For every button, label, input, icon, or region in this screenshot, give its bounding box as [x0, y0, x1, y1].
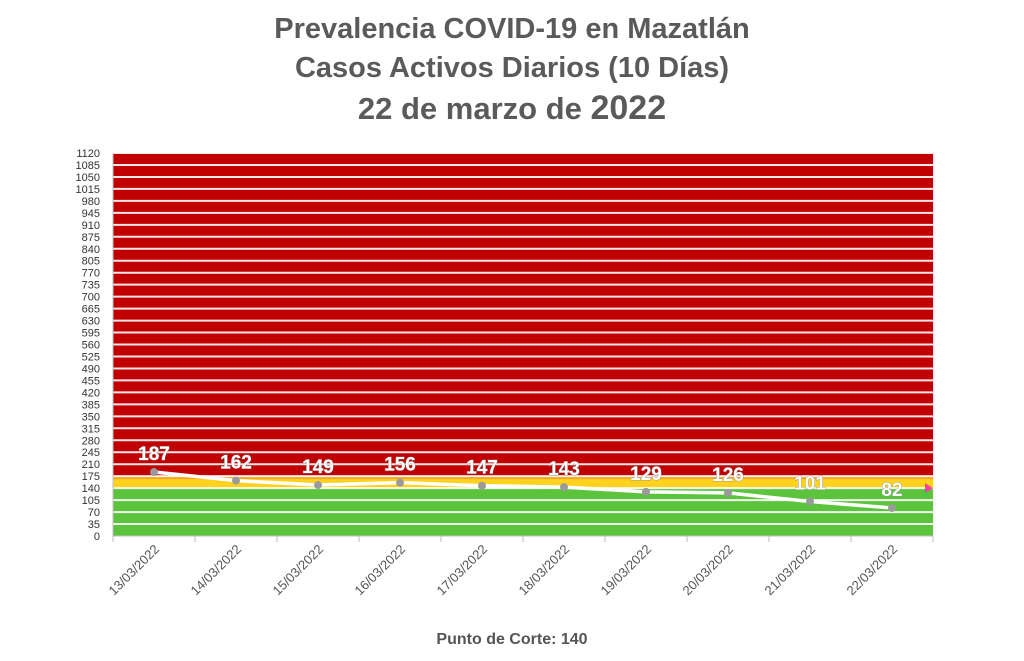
x-tick-label: 20/03/2022: [679, 542, 736, 599]
zone-red: [113, 153, 933, 477]
y-tick-label: 350: [82, 411, 100, 423]
y-tick-label: 735: [82, 280, 100, 292]
series-line: [153, 470, 893, 510]
x-tick-label: 15/03/2022: [269, 542, 326, 599]
y-tick-label: 525: [82, 351, 100, 363]
y-tick-label: 280: [82, 435, 100, 447]
x-tick-label: 21/03/2022: [761, 542, 818, 599]
y-tick-label: 770: [82, 268, 100, 280]
zone-orange-edge: [113, 476, 933, 480]
y-tick-label: 315: [82, 423, 100, 435]
data-point: [314, 481, 322, 490]
x-tick-label: 22/03/2022: [843, 542, 900, 599]
data-point: [150, 468, 158, 477]
y-tick-label: 175: [82, 471, 100, 483]
data-label: 143: [548, 459, 580, 480]
y-tick-label: 980: [82, 196, 100, 208]
data-point: [642, 487, 650, 496]
title-line-2: Casos Activos Diarios (10 Días): [294, 52, 730, 84]
data-point: [232, 476, 240, 485]
y-tick-label: 385: [82, 399, 100, 411]
data-point: [888, 503, 896, 512]
data-label: 126: [712, 465, 744, 486]
y-tick-label: 910: [82, 220, 100, 232]
data-point: [724, 488, 732, 497]
y-tick-label: 1120: [76, 148, 100, 160]
y-tick-label: 840: [82, 244, 100, 256]
zone-yellow: [113, 476, 933, 489]
x-tick-label: 19/03/2022: [597, 542, 654, 599]
data-label: 149: [302, 457, 334, 478]
y-tick-label: 700: [82, 292, 100, 304]
y-tick-label: 805: [82, 256, 100, 268]
data-point: [478, 481, 486, 490]
data-point: [560, 483, 568, 492]
x-tick-label: 14/03/2022: [187, 542, 244, 599]
y-tick-label: 210: [82, 459, 100, 471]
data-point: [396, 478, 404, 487]
data-label: 101: [794, 473, 826, 494]
y-tick-label: 0: [94, 531, 100, 543]
y-tick-label: 875: [82, 232, 100, 244]
title-line-3: 22 de marzo de 2022: [0, 88, 1024, 129]
cutoff-marker: [925, 483, 933, 494]
y-tick-label: 1050: [76, 172, 100, 184]
y-tick-label: 1015: [76, 184, 100, 196]
x-tick-label: 16/03/2022: [351, 542, 408, 599]
y-tick-label: 245: [82, 447, 100, 459]
y-tick-label: 1085: [76, 160, 100, 172]
data-label: 82: [881, 480, 902, 501]
x-tick-label: 13/03/2022: [105, 542, 162, 599]
title-date: 22 de marzo de: [357, 91, 591, 126]
data-label: 156: [384, 455, 416, 476]
title-year: 2022: [590, 89, 667, 127]
data-label: 129: [630, 464, 662, 485]
data-point: [806, 497, 814, 506]
y-tick-label: 945: [82, 208, 100, 220]
x-tick-label: 17/03/2022: [433, 542, 490, 599]
y-tick-label: 140: [82, 483, 100, 495]
y-tick-label: 420: [82, 387, 100, 399]
cutoff-caption: Punto de Corte: 140: [436, 631, 588, 648]
data-label: 162: [220, 453, 252, 474]
chart-title: Prevalencia COVID-19 en Mazatlán Casos A…: [0, 10, 1024, 129]
y-tick-label: 665: [82, 304, 100, 316]
data-label: 187: [138, 444, 170, 465]
data-label: 147: [466, 458, 498, 479]
y-tick-label: 595: [82, 328, 100, 340]
y-tick-label: 35: [88, 519, 100, 531]
y-tick-label: 490: [82, 363, 100, 375]
x-tick-label: 18/03/2022: [515, 542, 572, 599]
title-line-1: Prevalencia COVID-19 en Mazatlán: [274, 13, 750, 45]
y-tick-label: 70: [88, 507, 100, 519]
y-tick-label: 560: [82, 340, 100, 352]
y-tick-label: 105: [82, 495, 100, 507]
y-tick-label: 630: [82, 316, 100, 328]
y-tick-label: 455: [82, 375, 100, 387]
